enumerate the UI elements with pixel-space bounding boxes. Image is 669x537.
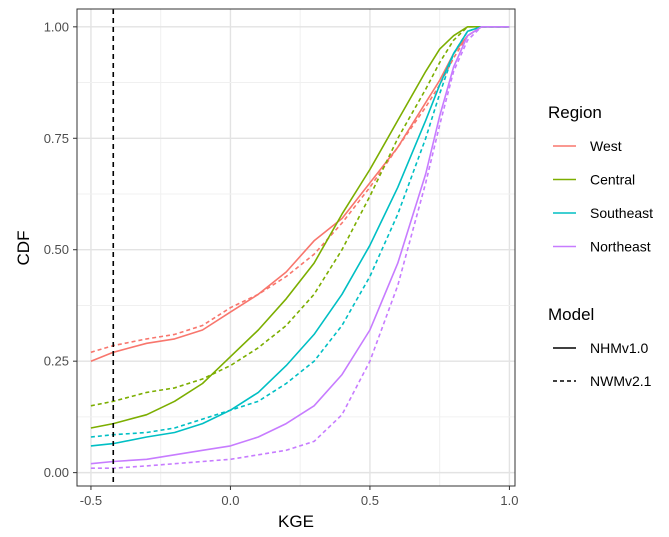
x-tick-label: -0.5 <box>80 493 102 508</box>
x-axis-title: KGE <box>278 512 314 531</box>
y-tick-label: 1.00 <box>44 19 69 34</box>
legend-label-nwmv21: NWMv2.1 <box>590 373 652 389</box>
panel-border <box>76 8 516 487</box>
legend-label-central: Central <box>590 172 635 188</box>
x-tick-label: 0.0 <box>221 493 239 508</box>
series-line-northeast-nhmv10 <box>90 26 510 465</box>
series-line-southeast-nwmv21 <box>90 26 510 438</box>
legend-label-northeast: Northeast <box>590 239 651 255</box>
legend-label-nhmv10: NHMv1.0 <box>590 340 649 356</box>
series-line-southeast-nhmv10 <box>90 26 510 447</box>
grid-lines <box>77 9 515 486</box>
legend-label-southeast: Southeast <box>590 205 653 221</box>
legend-model-items: NHMv1.0 NWMv2.1 <box>553 340 652 389</box>
y-tick-label: 0.50 <box>44 242 69 257</box>
legend: Region West Central Southeast Northeast Mod… <box>548 103 653 389</box>
y-tick-label: 0.75 <box>44 131 69 146</box>
series-line-northeast-nwmv21 <box>90 26 510 469</box>
x-tick-label: 0.5 <box>361 493 379 508</box>
y-axis-title: CDF <box>14 231 33 266</box>
series-line-central-nhmv10 <box>90 26 510 429</box>
y-tick-label: 0.25 <box>44 354 69 369</box>
series-line-west-nwmv21 <box>90 26 510 354</box>
legend-region-items: West Central Southeast Northeast <box>553 138 653 255</box>
legend-title-model: Model <box>548 305 594 324</box>
legend-label-west: West <box>590 138 622 154</box>
x-tick-label: 1.0 <box>500 493 518 508</box>
panel-background <box>77 9 515 486</box>
axis-ticks: -0.5 0.0 0.5 1.0 0.00 0.25 0.50 0.75 1.00 <box>44 19 519 508</box>
legend-title-region: Region <box>548 103 602 122</box>
series-line-central-nwmv21 <box>90 26 510 407</box>
y-tick-label: 0.00 <box>44 465 69 480</box>
series-lines <box>90 26 510 469</box>
